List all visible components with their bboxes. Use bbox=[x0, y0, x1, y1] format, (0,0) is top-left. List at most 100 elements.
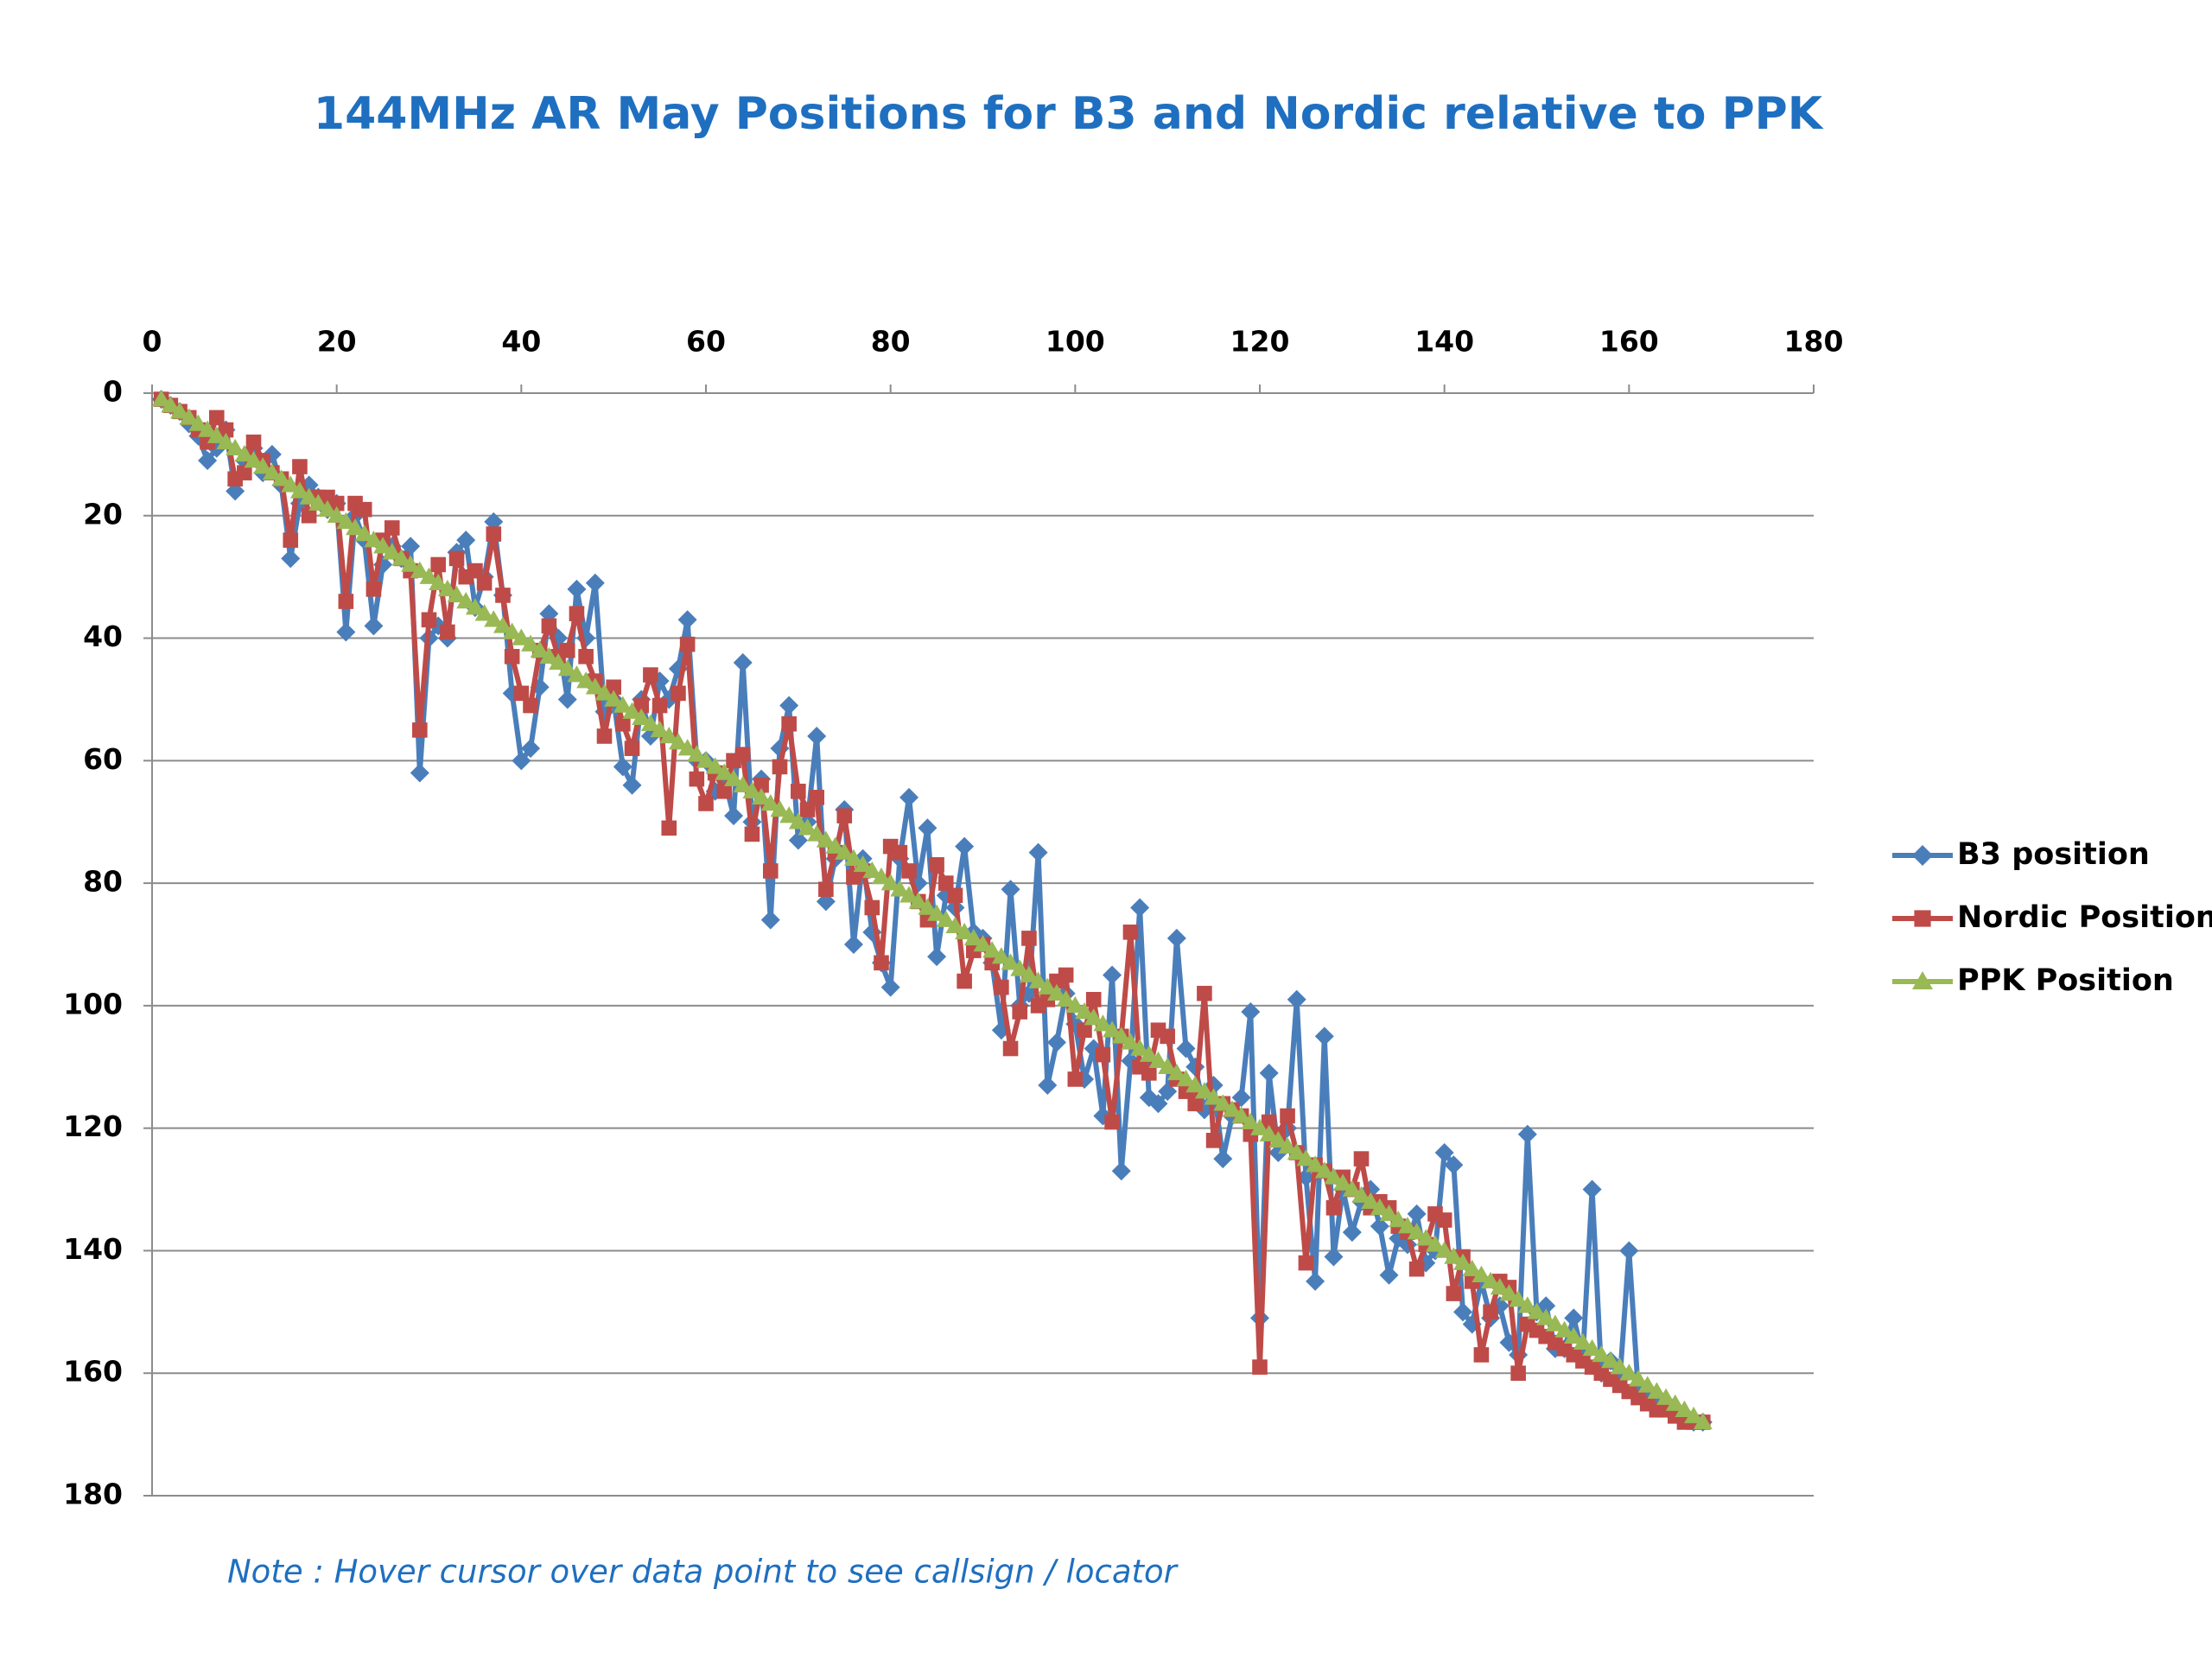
marker bbox=[596, 728, 613, 744]
marker bbox=[1046, 1033, 1066, 1052]
marker bbox=[237, 465, 252, 480]
marker bbox=[892, 844, 908, 861]
marker bbox=[578, 649, 594, 664]
marker bbox=[1241, 1001, 1261, 1021]
marker bbox=[328, 495, 345, 512]
marker bbox=[1278, 1136, 1298, 1154]
marker bbox=[1353, 1151, 1370, 1166]
marker bbox=[1010, 959, 1030, 976]
marker bbox=[1481, 1271, 1501, 1289]
marker bbox=[705, 757, 725, 774]
marker bbox=[576, 671, 596, 689]
marker bbox=[1444, 1155, 1464, 1175]
marker bbox=[880, 874, 900, 891]
marker bbox=[336, 622, 356, 642]
x-tick-label: 100 bbox=[1046, 325, 1105, 359]
marker bbox=[1684, 1406, 1704, 1424]
marker bbox=[807, 726, 827, 746]
marker bbox=[1205, 1133, 1222, 1148]
marker bbox=[1665, 1394, 1685, 1411]
marker bbox=[364, 616, 384, 636]
marker bbox=[557, 690, 577, 709]
marker bbox=[1592, 1344, 1611, 1363]
marker bbox=[170, 402, 190, 419]
marker bbox=[1490, 1277, 1510, 1295]
marker bbox=[253, 457, 273, 474]
marker bbox=[283, 532, 299, 548]
marker bbox=[1582, 1338, 1602, 1357]
marker bbox=[1462, 1259, 1482, 1276]
marker bbox=[1002, 1040, 1019, 1057]
marker bbox=[1019, 965, 1039, 982]
marker bbox=[1287, 989, 1306, 1009]
marker bbox=[198, 420, 218, 437]
marker bbox=[799, 802, 816, 817]
series-line bbox=[160, 397, 1703, 1425]
marker bbox=[1130, 1039, 1150, 1056]
marker bbox=[1028, 971, 1048, 988]
marker bbox=[523, 697, 538, 714]
marker bbox=[798, 818, 817, 836]
marker bbox=[151, 390, 171, 407]
legend-label: B3 position bbox=[1957, 837, 2150, 872]
marker bbox=[218, 422, 234, 438]
marker bbox=[493, 616, 512, 633]
marker bbox=[569, 606, 585, 621]
marker bbox=[1141, 1065, 1157, 1081]
y-tick-label: 120 bbox=[63, 1109, 123, 1143]
marker bbox=[419, 567, 439, 584]
marker bbox=[742, 781, 762, 799]
marker bbox=[862, 861, 882, 879]
marker bbox=[465, 598, 485, 615]
marker bbox=[271, 469, 291, 486]
marker bbox=[1425, 1235, 1445, 1252]
marker bbox=[927, 904, 947, 921]
marker bbox=[1912, 971, 1933, 989]
marker bbox=[1693, 1412, 1713, 1430]
marker bbox=[843, 935, 863, 954]
marker bbox=[1213, 1149, 1233, 1169]
marker bbox=[179, 408, 199, 425]
marker bbox=[677, 610, 697, 630]
marker bbox=[874, 955, 889, 971]
marker bbox=[1564, 1308, 1584, 1328]
marker bbox=[918, 818, 938, 838]
marker bbox=[1187, 1096, 1204, 1112]
marker bbox=[234, 444, 254, 462]
marker bbox=[1166, 1063, 1186, 1081]
marker bbox=[567, 665, 587, 683]
marker bbox=[1656, 1388, 1676, 1405]
marker bbox=[890, 880, 910, 897]
marker bbox=[633, 697, 650, 714]
marker bbox=[744, 826, 760, 842]
y-tick-label: 40 bbox=[83, 620, 123, 653]
marker bbox=[1028, 842, 1048, 862]
marker bbox=[899, 886, 919, 903]
marker bbox=[1351, 1185, 1371, 1203]
marker bbox=[615, 716, 631, 732]
marker bbox=[1067, 1071, 1084, 1087]
marker bbox=[659, 726, 679, 744]
marker bbox=[807, 824, 827, 842]
x-tick-label: 180 bbox=[1784, 325, 1844, 359]
marker bbox=[198, 450, 218, 470]
marker bbox=[1111, 1161, 1131, 1181]
marker bbox=[1185, 1076, 1205, 1093]
marker bbox=[1444, 1247, 1464, 1264]
marker bbox=[207, 426, 226, 443]
marker bbox=[245, 434, 262, 450]
marker bbox=[791, 783, 806, 799]
marker bbox=[1103, 1020, 1122, 1038]
marker bbox=[502, 622, 522, 639]
marker bbox=[1111, 1027, 1131, 1044]
marker bbox=[208, 410, 225, 426]
marker bbox=[1647, 1382, 1667, 1399]
marker bbox=[1259, 1124, 1279, 1142]
marker bbox=[317, 499, 337, 517]
marker bbox=[299, 487, 319, 505]
marker bbox=[613, 696, 632, 713]
y-tick-label: 60 bbox=[83, 742, 123, 776]
note: Note : Hover cursor over data point to s… bbox=[227, 1554, 1179, 1591]
marker bbox=[1021, 931, 1037, 946]
